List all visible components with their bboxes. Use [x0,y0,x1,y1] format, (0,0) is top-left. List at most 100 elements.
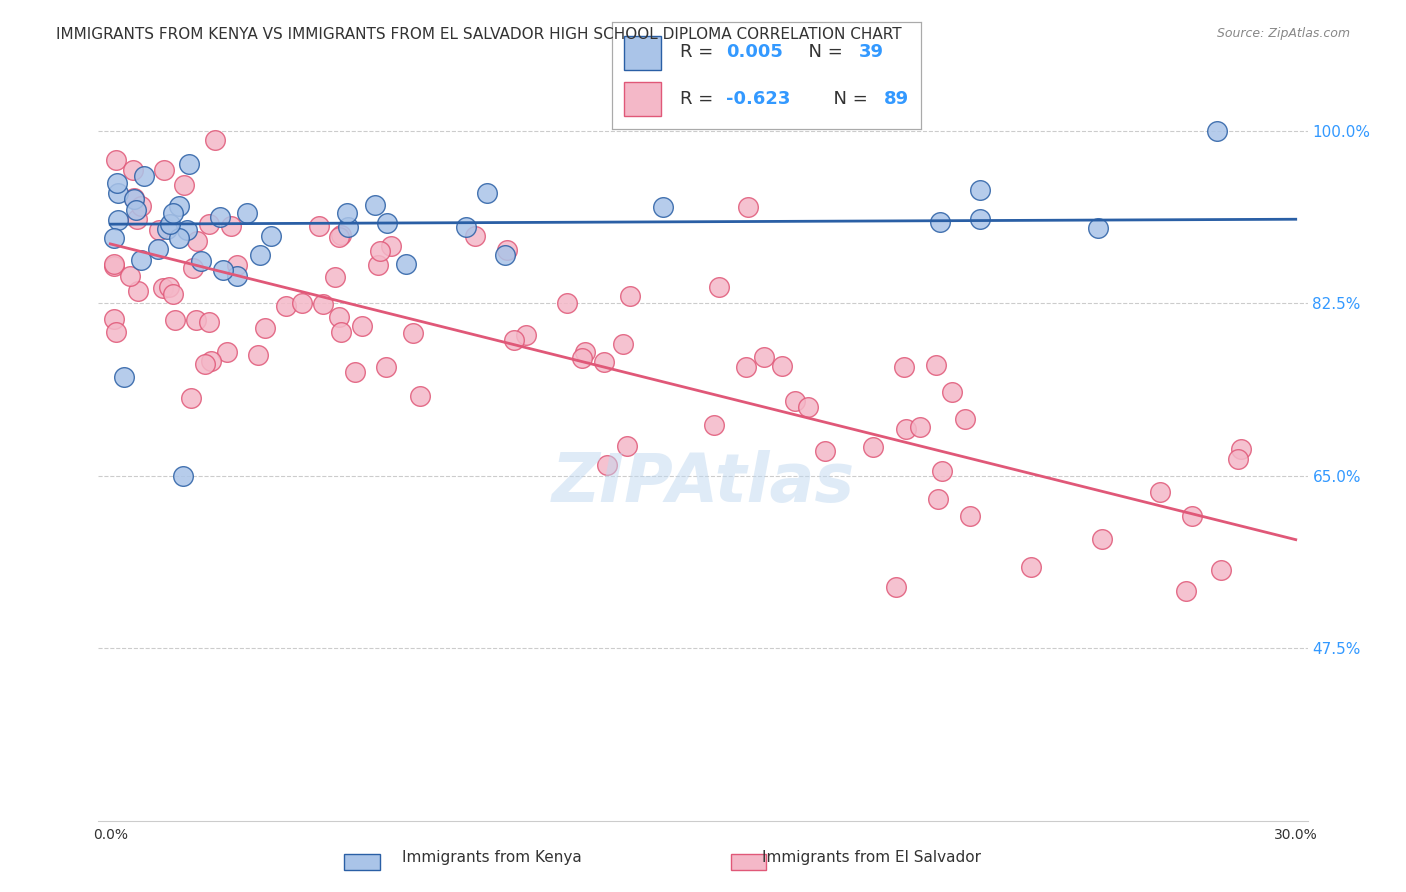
Point [125,212,148,227]
Point [367,258,389,272]
Point [103,312,125,326]
Point [200,354,222,368]
Point [652,200,675,214]
Point [927,491,949,506]
Point [770,359,793,373]
Point [336,220,359,235]
Point [186,234,208,248]
Point [308,219,330,234]
Text: N =: N = [823,90,873,108]
Point [703,418,725,433]
Point [1021,560,1043,574]
Point [180,392,202,406]
Point [352,318,374,333]
Point [176,222,198,236]
Point [107,186,129,200]
Point [502,333,524,347]
Text: R =: R = [679,44,718,62]
Point [260,228,283,243]
Point [1149,484,1171,499]
Point [173,178,195,193]
Point [156,222,179,236]
Point [330,227,353,242]
Point [477,186,499,201]
Point [328,310,350,325]
Text: 0.005: 0.005 [725,44,783,62]
Point [194,357,217,371]
Point [931,464,953,478]
Point [103,257,125,271]
Point [104,153,127,167]
Point [329,325,352,339]
Point [291,296,314,310]
Point [163,312,186,326]
Point [925,358,948,372]
Point [103,260,125,274]
Point [380,239,402,253]
Point [167,199,190,213]
Point [127,284,149,298]
Point [186,313,208,327]
Point [374,360,396,375]
Point [336,205,359,219]
Point [1227,451,1250,466]
Text: N =: N = [797,44,849,62]
Point [325,270,347,285]
Text: IMMIGRANTS FROM KENYA VS IMMIGRANTS FROM EL SALVADOR HIGH SCHOOL DIPLOMA CORRELA: IMMIGRANTS FROM KENYA VS IMMIGRANTS FROM… [56,27,901,42]
Text: Source: ZipAtlas.com: Source: ZipAtlas.com [1216,27,1350,40]
Text: 39: 39 [859,44,884,62]
Point [862,440,884,454]
Point [619,289,641,303]
Point [969,183,991,197]
Point [1087,221,1109,235]
Point [1091,532,1114,546]
Point [167,230,190,244]
Point [709,279,731,293]
Point [737,200,759,214]
Point [226,268,249,283]
Point [181,260,204,275]
Point [211,263,233,277]
Point [198,315,221,329]
Point [204,133,226,147]
Point [596,458,619,472]
Point [122,191,145,205]
Point [107,213,129,227]
Point [177,157,200,171]
Point [395,257,418,271]
Point [312,297,335,311]
Point [752,350,775,364]
Point [103,231,125,245]
Point [122,163,145,178]
Point [409,389,432,403]
Point [370,244,392,258]
Point [118,268,141,283]
Point [215,345,238,359]
Point [104,326,127,340]
Point [125,202,148,217]
Point [959,509,981,524]
Point [908,419,931,434]
Point [122,192,145,206]
Point [1181,508,1204,523]
Point [157,280,180,294]
Point [197,217,219,231]
Point [402,326,425,341]
Text: Immigrants from Kenya: Immigrants from Kenya [402,850,582,865]
Text: -0.623: -0.623 [725,90,790,108]
Point [593,354,616,368]
Point [1230,442,1253,457]
Text: Immigrants from El Salvador: Immigrants from El Salvador [762,850,981,865]
Point [173,468,195,483]
Point [162,286,184,301]
Point [884,580,907,594]
Point [152,281,174,295]
Point [783,394,806,409]
Point [797,401,820,415]
Point [616,439,638,453]
Point [929,214,952,228]
Point [496,244,519,258]
Point [574,344,596,359]
Point [246,348,269,362]
Point [941,384,963,399]
